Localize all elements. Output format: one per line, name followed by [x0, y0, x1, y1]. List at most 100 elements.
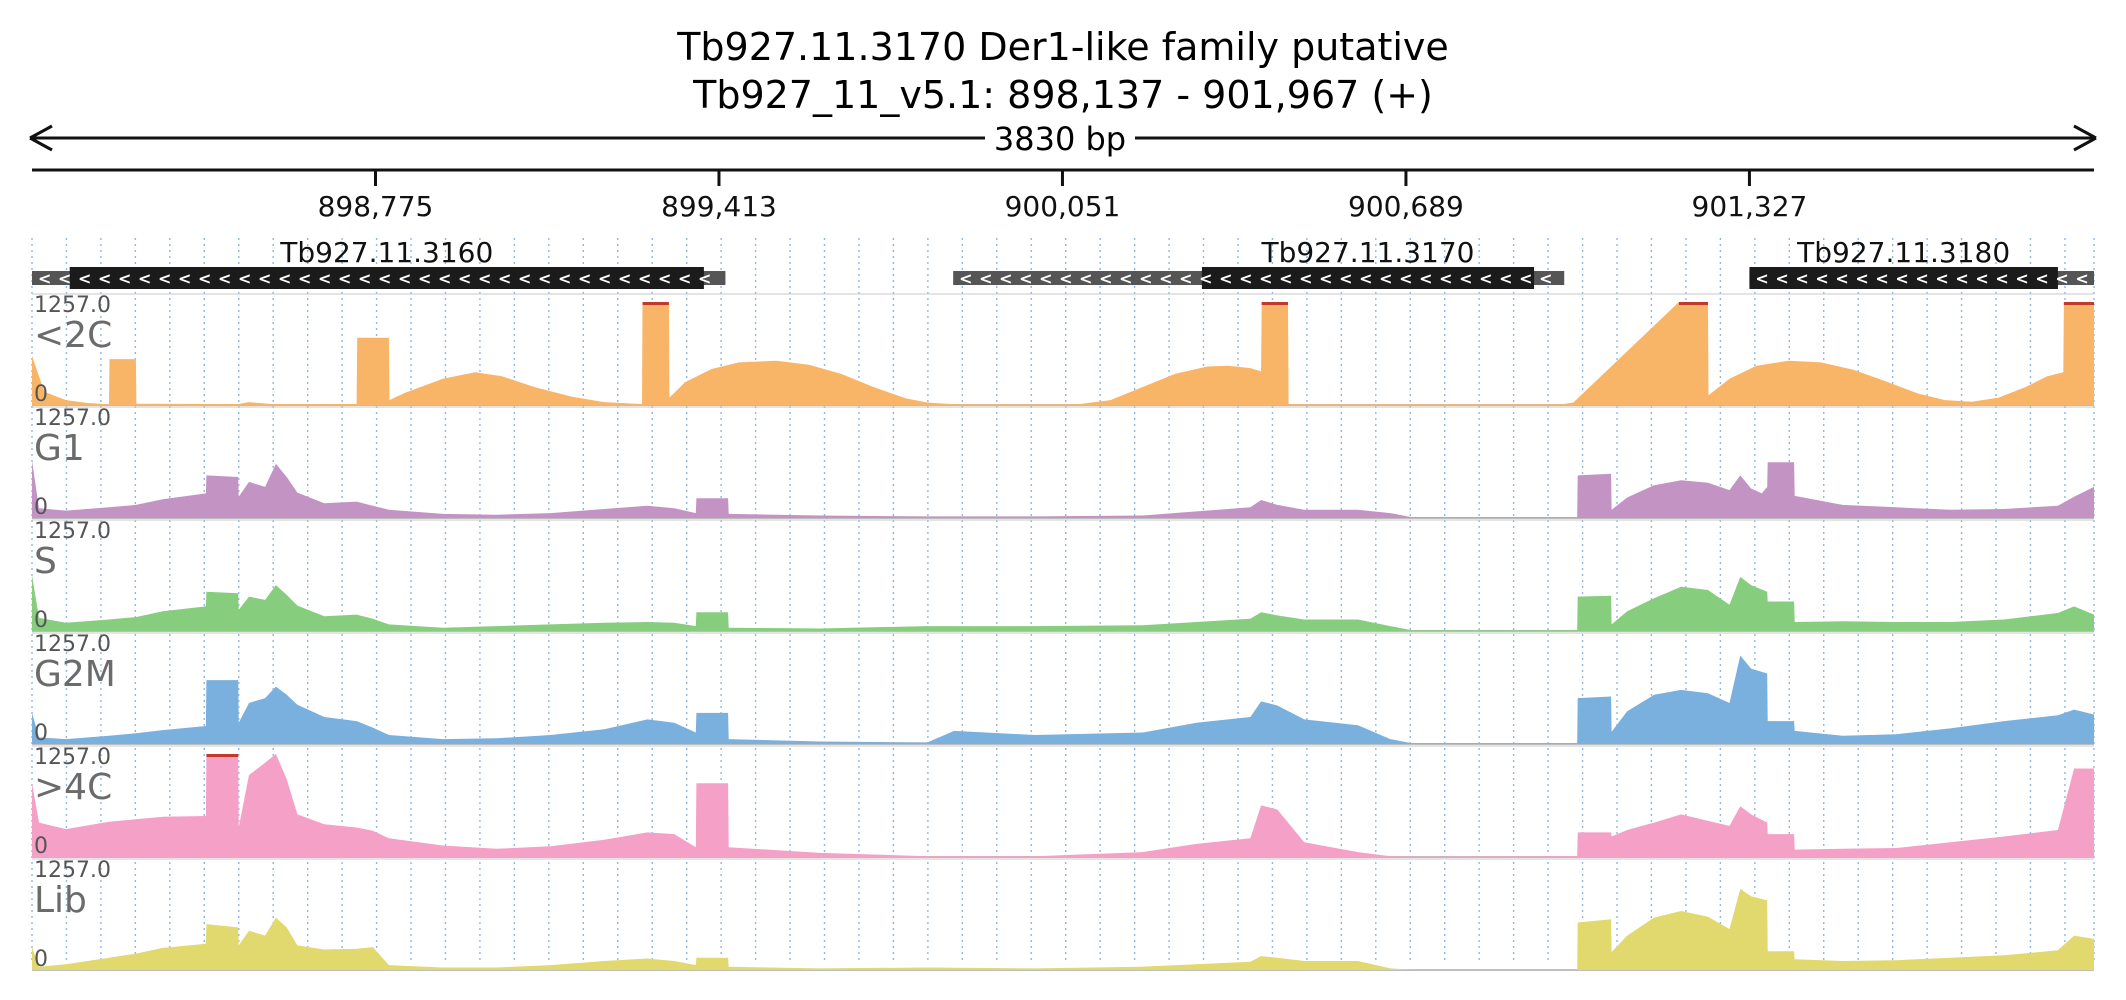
strand-arrow-icon: < [358, 269, 371, 288]
coverage-track: 1257.0 0 >4C [32, 745, 2094, 859]
arrow-left-icon [29, 124, 53, 152]
strand-arrow-icon: < [1399, 269, 1412, 288]
track-ymax-label: 1257.0 [34, 858, 111, 883]
strand-arrow-icon: < [1439, 269, 1452, 288]
strand-arrow-icon: < [638, 269, 651, 288]
strand-arrow-icon: < [1259, 269, 1272, 288]
track-ymin-label: 0 [34, 495, 48, 520]
track-ymax-label: 1257.0 [34, 293, 111, 318]
track-ymax-label: 1257.0 [34, 406, 111, 431]
strand-arrow-icon: < [2055, 269, 2068, 288]
strand-arrow-icon: < [658, 269, 671, 288]
strand-arrow-icon: < [218, 269, 231, 288]
strand-arrow-icon: < [598, 269, 611, 288]
coverage-area [32, 655, 2094, 744]
track-ymax-label: 1257.0 [34, 632, 111, 657]
clip-marker [2090, 302, 2094, 305]
strand-arrow-icon: < [318, 269, 331, 288]
strand-arrow-icon: < [1795, 269, 1808, 288]
gene-cds [1201, 267, 1535, 289]
coverage-area [32, 302, 2094, 405]
strand-arrow-icon: < [138, 269, 151, 288]
strand-arrow-icon: < [538, 269, 551, 288]
strand-arrow-icon: < [1775, 269, 1788, 288]
strand-arrow-icon: < [1755, 269, 1768, 288]
strand-arrow-icon: < [959, 269, 972, 288]
track-ymin-label: 0 [34, 834, 48, 859]
coverage-area [32, 888, 2094, 970]
strand-arrow-icon: < [438, 269, 451, 288]
strand-arrow-icon: < [1499, 269, 1512, 288]
axis-tick-label: 898,775 [318, 190, 434, 223]
strand-arrow-icon: < [178, 269, 191, 288]
strand-arrow-icon: < [1039, 269, 1052, 288]
axis-tick-label: 900,689 [1348, 190, 1464, 223]
strand-arrow-icon: < [1975, 269, 1988, 288]
strand-arrow-icon: < [298, 269, 311, 288]
strand-arrow-icon: < [1159, 269, 1172, 288]
track-name: Lib [34, 880, 87, 921]
strand-arrow-icon: < [1539, 269, 1552, 288]
strand-arrow-icon: < [578, 269, 591, 288]
gene-track: < < < < < < < < < < < < < < < < < < < < < < < < < < < < < < < < < <Tb927.… [32, 236, 2094, 289]
track-ymax-label: 1257.0 [34, 745, 111, 770]
gene-model: < < < < < < < < < < < < < < < < < < < < < < < < < < < < < < < < < <Tb927.… [32, 236, 726, 289]
strand-arrow-icon: < [238, 269, 251, 288]
strand-arrow-icon: < [1079, 269, 1092, 288]
strand-arrow-icon: < [198, 269, 211, 288]
gene-model: < < < < < < < < < < < < < < < < < < < < < < < < < < < < < <Tb927.11.3… [953, 236, 1565, 289]
track-ymin-label: 0 [34, 721, 48, 746]
strand-arrow-icon: < [1279, 269, 1292, 288]
track-name: >4C [34, 767, 112, 808]
strand-arrow-icon: < [1359, 269, 1372, 288]
strand-arrow-icon: < [2035, 269, 2048, 288]
strand-arrow-icon: < [1459, 269, 1472, 288]
region-subtitle: Tb927_11_v5.1: 898,137 - 901,967 (+) [692, 73, 1433, 117]
strand-arrow-icon: < [1915, 269, 1928, 288]
span-ruler: 3830 bp [29, 120, 2097, 158]
coverage-track: 1257.0 0 <2C [32, 293, 2094, 407]
clip-marker [2063, 302, 2091, 305]
strand-arrow-icon: < [478, 269, 491, 288]
span-label: 3830 bp [994, 120, 1126, 158]
strand-arrow-icon: < [979, 269, 992, 288]
coverage-area [32, 575, 2094, 631]
strand-arrow-icon: < [398, 269, 411, 288]
strand-arrow-icon: < [678, 269, 691, 288]
strand-arrow-icon: < [278, 269, 291, 288]
strand-arrow-icon: < [1875, 269, 1888, 288]
track-ymin-label: 0 [34, 947, 48, 972]
strand-arrow-icon: < [1339, 269, 1352, 288]
strand-arrow-icon: < [378, 269, 391, 288]
strand-arrow-icon: < [58, 269, 71, 288]
strand-arrow-icon: < [1119, 269, 1132, 288]
gene-label: Tb927.11.3180 [1796, 236, 2010, 269]
clip-marker [206, 754, 239, 757]
track-ymin-label: 0 [34, 608, 48, 633]
strand-arrow-icon: < [698, 269, 711, 288]
strand-arrow-icon: < [1895, 269, 1908, 288]
strand-arrow-icon: < [1995, 269, 2008, 288]
track-name: G1 [34, 428, 85, 469]
strand-arrow-icon: < [1319, 269, 1332, 288]
strand-arrow-icon: < [498, 269, 511, 288]
track-name: S [34, 541, 57, 582]
clip-marker [1678, 302, 1708, 305]
strand-arrow-icon: < [1519, 269, 1532, 288]
gene-label: Tb927.11.3170 [1260, 236, 1474, 269]
coverage-track: 1257.0 0 G1 [32, 406, 2094, 520]
strand-arrow-icon: < [98, 269, 111, 288]
strand-arrow-icon: < [2015, 269, 2028, 288]
strand-arrow-icon: < [518, 269, 531, 288]
strand-arrow-icon: < [1299, 269, 1312, 288]
strand-arrow-icon: < [1479, 269, 1492, 288]
strand-arrow-icon: < [1059, 269, 1072, 288]
gene-label: Tb927.11.3160 [279, 236, 493, 269]
strand-arrow-icon: < [38, 269, 51, 288]
axis-tick-label: 901,327 [1692, 190, 1808, 223]
strand-arrow-icon: < [118, 269, 131, 288]
coordinate-axis: 898,775 899,413 900,051 900,689 901,327 [32, 168, 2094, 223]
strand-arrow-icon: < [2075, 269, 2088, 288]
strand-arrow-icon: < [1199, 269, 1212, 288]
